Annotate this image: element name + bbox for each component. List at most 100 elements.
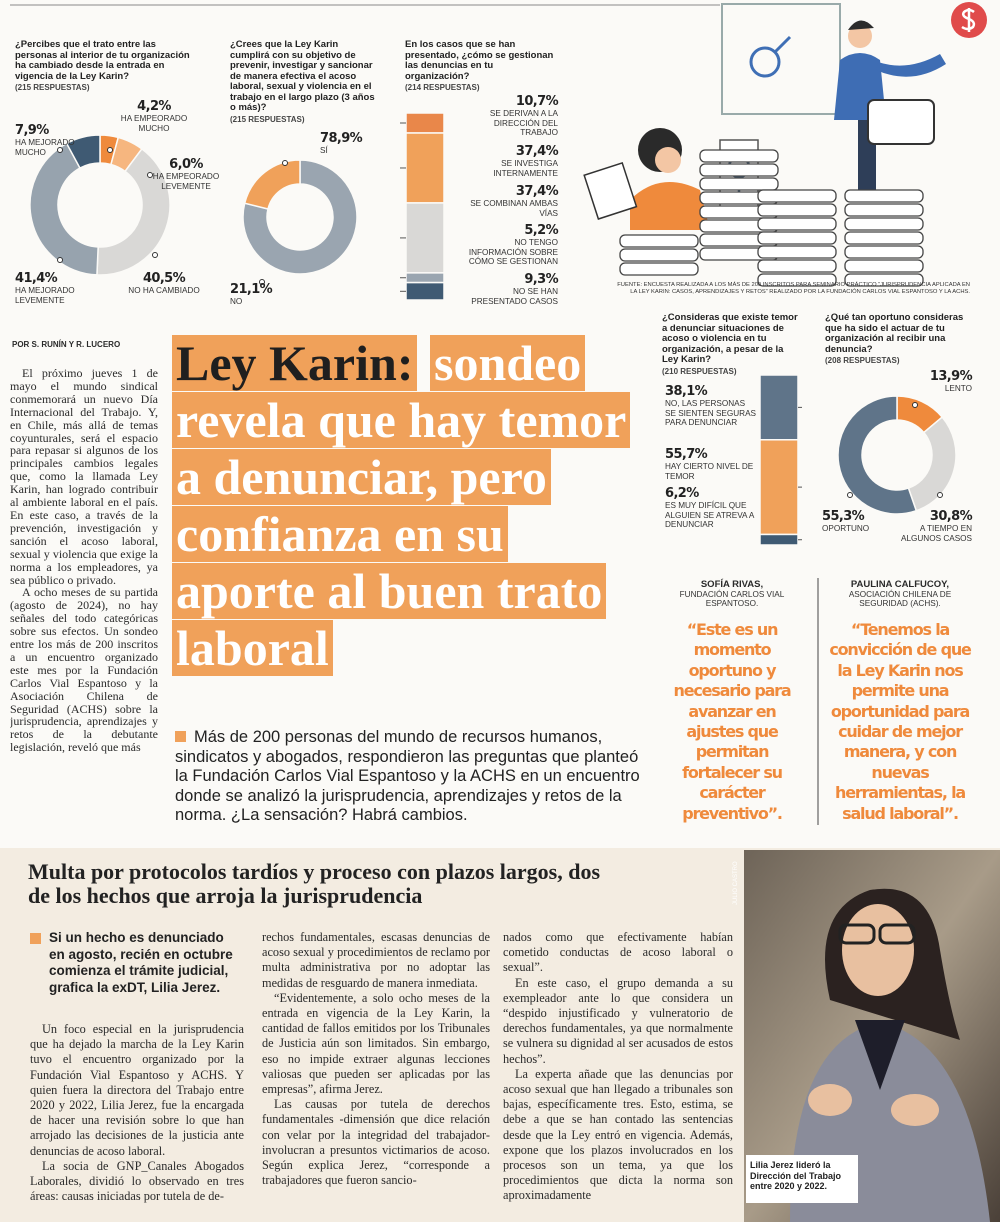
category-label: SÍ: [320, 146, 328, 155]
category-label: LENTO: [944, 384, 972, 393]
bar-segment: [405, 272, 445, 284]
category-label: NO TENGO INFORMACIÓN SOBRE CÓMO SE GESTI…: [468, 238, 558, 266]
bar-segment: [759, 439, 799, 536]
photo-glasses: [878, 923, 916, 945]
coin: [619, 262, 699, 276]
leader-dot: [937, 492, 943, 498]
donut-segment: [837, 395, 918, 515]
paragraph: A ocho meses de su partida (agosto de 20…: [10, 585, 158, 755]
category-label: HA MEJORADO MUCHO: [15, 138, 75, 157]
coin: [844, 245, 924, 259]
photo-credit: JULIO CASTRO: [733, 861, 739, 905]
category-label: HA MEJORADO LEVEMENTE: [15, 286, 75, 305]
leader-dot: [107, 147, 113, 153]
source: FUENTE: ENCUESTA REALIZADA A LOS MÁS DE …: [617, 282, 970, 295]
donut-segment: [65, 134, 101, 170]
bar-segment: [759, 374, 799, 441]
man-hair: [848, 20, 874, 30]
chart-label: 6,0% HA EMPEORADO LEVEMENTE: [140, 158, 232, 191]
value-label: 10,7%: [515, 94, 559, 109]
value-label: 40,5%: [142, 271, 186, 286]
paragraph: Las causas por tutela de derechos fundam…: [262, 1097, 490, 1188]
headline: Ley Karin: sondeo revela que hay temor a…: [172, 335, 642, 677]
category-label: SE INVESTIGA INTERNAMENTE: [493, 159, 558, 178]
value-label: 6,0%: [169, 157, 203, 172]
category-label: HAY CIERTO NIVEL DE TEMOR: [665, 462, 754, 481]
coin: [844, 231, 924, 245]
coin: [757, 245, 837, 259]
chart-question: ¿Crees que la Ley Karin cumplirá con su …: [230, 39, 380, 125]
chart-responses: (215 RESPUESTAS): [230, 114, 305, 124]
leader-dot: [152, 252, 158, 258]
coin: [757, 273, 837, 287]
bar-segment: [405, 132, 445, 204]
chart-label: 37,4% SE INVESTIGA INTERNAMENTE: [466, 145, 558, 178]
photo-caption: Lilia Jerez lideró la Dirección del Trab…: [750, 1160, 842, 1191]
quote: PAULINA CALFUCOY, ASOCIACIÓN CHILENA DE …: [824, 580, 976, 824]
value-label: 5,2%: [524, 223, 558, 238]
coin: [844, 189, 924, 203]
bar-segment: [759, 533, 799, 546]
column: rechos fundamentales, escasas denuncias …: [262, 930, 490, 1210]
coin: [699, 163, 779, 177]
caption-box: [746, 1155, 858, 1203]
bar-segment: [405, 281, 445, 301]
donut-segment: [242, 159, 358, 275]
quote-text: “Este es un momento oportuno y necesario…: [673, 620, 792, 823]
lead-text: Más de 200 personas del mundo de recurso…: [175, 728, 640, 824]
photo: [744, 850, 1000, 1222]
illustration: [583, 2, 987, 287]
paragraph: La experta añade que las denuncias por a…: [503, 1066, 733, 1203]
chart-label: 30,8% A TIEMPO EN ALGUNOS CASOS: [880, 510, 973, 543]
coin: [844, 273, 924, 287]
chart-responses: (215 RESPUESTAS): [15, 83, 90, 92]
body-text: El próximo jueves 1 de mayo el mundo sin…: [10, 367, 158, 825]
coin: [757, 217, 837, 231]
chart-label: 6,2% ES MUY DIFÍCIL QUE ALGUIEN SE ATREVA…: [665, 487, 757, 530]
value-label: 4,2%: [137, 99, 171, 114]
male-symbol: [749, 46, 781, 78]
quote-org: FUNDACIÓN CARLOS VIAL ESPANTOSO.: [679, 590, 785, 608]
coin: [757, 203, 837, 217]
category-label: OPORTUNO: [822, 524, 870, 533]
donut-segment: [907, 416, 957, 512]
coin-stacks: [619, 149, 924, 287]
leader-dot: [259, 279, 265, 285]
briefcase: [867, 99, 935, 145]
value-label: 9,3%: [524, 272, 558, 287]
chart-responses: (214 RESPUESTAS): [405, 83, 480, 92]
value-label: 55,3%: [822, 509, 865, 524]
leader-dot: [57, 147, 63, 153]
coin: [699, 149, 779, 163]
paragraph: rechos fundamentales, escasas denuncias …: [262, 930, 490, 990]
paragraph: La socia de GNP_Canales Abogados Laboral…: [30, 1158, 244, 1204]
donut-segment: [29, 142, 99, 276]
chart-label: 78,9% SÍ: [320, 132, 412, 156]
category-label: NO: [230, 297, 243, 306]
chart-label: 55,7% HAY CIERTO NIVEL DE TEMOR: [665, 448, 757, 481]
byline: POR S. RUNÍN Y R. LUCERO: [12, 340, 121, 349]
paragraph: Un foco especial en la jurisprudencia qu…: [30, 1022, 244, 1158]
leader-dot: [912, 402, 918, 408]
man-arm: [876, 54, 946, 77]
coin: [844, 203, 924, 217]
woman-body: [630, 182, 710, 230]
chart-label: 55,3% OPORTUNO: [822, 510, 914, 534]
chart-question: En los casos que se han presentado, ¿cóm…: [405, 39, 554, 92]
leader-dot: [282, 160, 288, 166]
chart-responses: (210 RESPUESTAS): [662, 366, 737, 376]
category-label: NO HA CAMBIADO: [128, 286, 200, 295]
woman-head: [655, 147, 681, 173]
chart-question: ¿Consideras que existe temor a denunciar…: [662, 312, 802, 377]
paragraph: “Evidentemente, a solo ocho meses de la …: [262, 990, 490, 1097]
coin: [619, 234, 699, 248]
man-head: [848, 24, 872, 48]
category-label: SE COMBINAN AMBAS VÍAS: [470, 199, 558, 218]
headline-dark: Ley Karin:: [172, 335, 418, 391]
chart-question: ¿Qué tan oportuno consideras que ha sido…: [825, 312, 975, 367]
bar-segment: [405, 202, 445, 274]
coin: [844, 217, 924, 231]
chart-label: 37,4% SE COMBINAN AMBAS VÍAS: [466, 185, 558, 218]
photo-hand: [891, 1094, 939, 1126]
chart-label: 4,2% HA EMPEORADO MUCHO: [108, 100, 200, 133]
